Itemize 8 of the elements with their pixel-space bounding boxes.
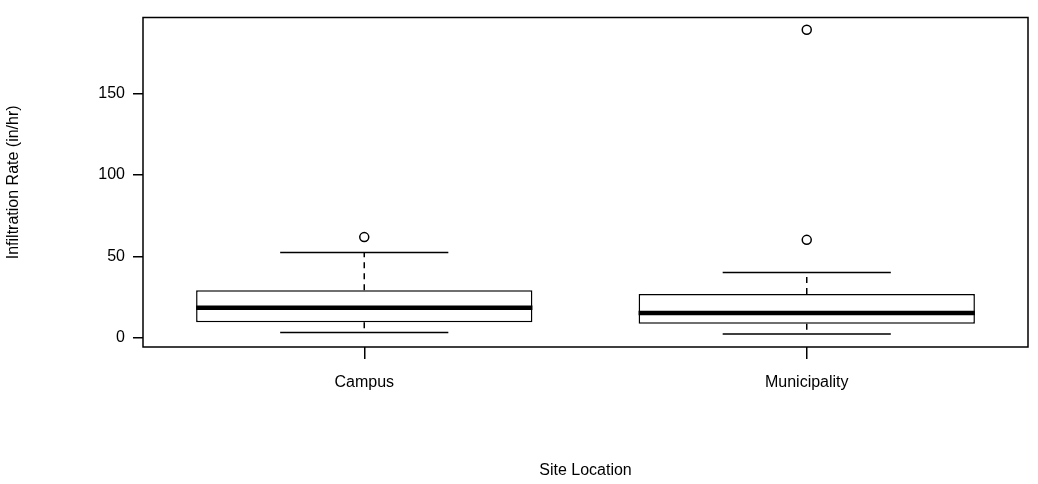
x-tick-label: Municipality (764, 373, 849, 391)
y-axis-title: Infiltration Rate (in/hr) (4, 105, 22, 260)
y-tick-label: 50 (107, 246, 126, 264)
x-tick-label: Campus (334, 373, 395, 391)
y-tick-label: 100 (98, 165, 126, 183)
y-tick-label: 150 (98, 83, 126, 101)
y-tick-label: 0 (116, 328, 126, 346)
x-axis-title: Site Location (539, 460, 632, 478)
